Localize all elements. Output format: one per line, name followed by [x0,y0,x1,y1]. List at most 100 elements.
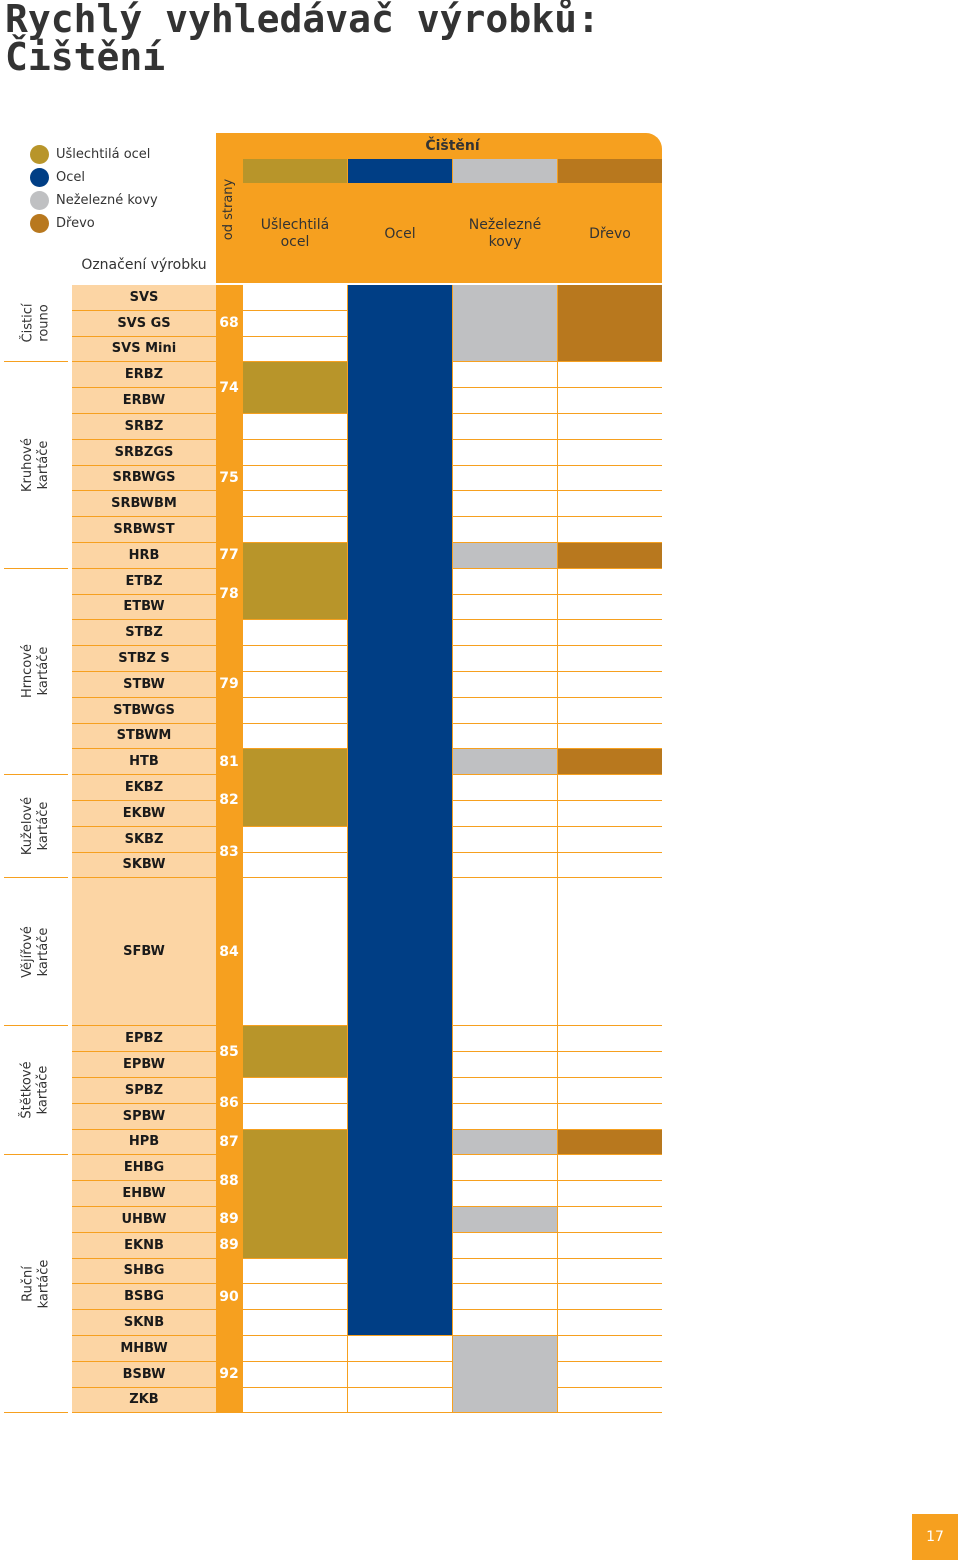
product-name: ERBW [72,388,216,413]
suitability-block [243,543,347,620]
group-label: Hrncové kartáče [4,569,68,776]
suitability-cell-empty [243,1310,347,1335]
material-swatch [453,159,557,183]
product-name: STBW [72,672,216,697]
product-name: BSBG [72,1284,216,1310]
suitability-cell-empty [243,285,347,310]
suitability-cell-empty [558,1155,662,1181]
suitability-cell-filled [453,1207,557,1232]
suitability-cell-empty [348,1387,452,1413]
product-name: BSBW [72,1361,216,1387]
product-name: SPBW [72,1103,216,1129]
product-name: EKBW [72,801,216,826]
suitability-cell-empty [558,414,662,439]
product-name: HTB [72,749,216,775]
suitability-block [453,1336,557,1413]
suitability-cell-empty [558,362,662,388]
legend-item: Dřevo [30,212,95,234]
product-name: UHBW [72,1207,216,1232]
suitability-cell-empty [558,568,662,594]
suitability-cell-empty [243,491,347,517]
material-column-header: Neželezné kovy [468,217,542,250]
suitability-cell-empty [558,1078,662,1103]
product-name: SVS GS [72,310,216,336]
legend-swatch-icon [30,144,49,164]
group-label-text: Štětkové kartáče [20,1061,51,1119]
suitability-cell-empty [243,672,347,697]
legend-item: Neželezné kovy [30,189,158,211]
suitability-cell-empty [243,878,347,1026]
product-name: SKBW [72,852,216,878]
group-label: Štětkové kartáče [4,1026,68,1156]
legend-swatch-icon [30,167,49,187]
legend-label: Ušlechtilá ocel [56,146,151,162]
suitability-cell-empty [453,1284,557,1310]
suitability-cell-empty [453,852,557,878]
material-column-header: Ocel [384,225,416,242]
suitability-cell-empty [558,1310,662,1335]
product-name: ZKB [72,1387,216,1413]
group-label-text: Vějířové kartáče [20,925,51,978]
product-name: SRBZ [72,414,216,439]
page-reference: 88 [219,1172,239,1189]
page-reference: 75 [219,470,239,486]
suitability-cell-empty [453,1310,557,1335]
suitability-cell-empty [453,1078,557,1103]
product-name: STBZ [72,620,216,646]
suitability-cell-empty [243,414,347,439]
suitability-cell-empty [243,723,347,749]
suitability-cell-empty [453,878,557,1026]
page-title: Rychlý vyhledávač výrobků: Čištění [5,0,600,76]
suitability-cell-empty [558,826,662,852]
suitability-cell-empty [243,517,347,542]
page-reference: 85 [219,1043,239,1060]
page-reference: 81 [219,753,239,770]
product-name: SFBW [72,878,216,1026]
suitability-cell-empty [558,852,662,878]
suitability-cell-empty [558,620,662,646]
section-header-cisteni: Čištění [425,138,480,154]
material-swatch [243,159,347,183]
suitability-cell-empty [453,1103,557,1129]
suitability-block [243,1026,347,1077]
product-name: SRBWBM [72,491,216,517]
suitability-cell-empty [453,362,557,388]
suitability-cell-empty [453,517,557,542]
product-name: ETBZ [72,568,216,594]
material-swatch [348,159,452,183]
suitability-cell-empty [558,1284,662,1310]
page-reference: 89 [219,1237,239,1254]
page-reference: 86 [219,1095,239,1112]
suitability-block [243,1129,347,1258]
suitability-cell-empty [558,801,662,826]
suitability-cell-empty [558,697,662,723]
suitability-cell-empty [243,1284,347,1310]
page-reference: 92 [219,1366,239,1383]
suitability-cell-empty [243,1387,347,1413]
legend-label: Neželezné kovy [56,192,158,208]
legend-item: Ocel [30,166,85,188]
suitability-cell-empty [243,1361,347,1387]
suitability-cell-empty [558,1232,662,1258]
suitability-cell-empty [453,697,557,723]
material-column-header: Ušlechtilá ocel [260,217,330,250]
product-name: SKNB [72,1310,216,1335]
suitability-cell-empty [243,1078,347,1103]
product-name: SRBZGS [72,439,216,465]
product-designation-header: Označení výrobku [81,257,207,273]
suitability-cell-empty [243,697,347,723]
page-reference: 87 [219,1133,239,1150]
product-name: MHBW [72,1336,216,1361]
suitability-cell-empty [453,568,557,594]
suitability-cell-empty [243,646,347,671]
suitability-cell-empty [453,1155,557,1181]
suitability-cell-empty [558,1181,662,1206]
suitability-cell-empty [453,439,557,465]
page-reference: 82 [219,792,239,809]
suitability-block [348,285,452,1335]
suitability-cell-empty [558,1336,662,1361]
suitability-cell-empty [243,826,347,852]
material-column-header: Dřevo [589,225,631,242]
product-name: ETBW [72,594,216,620]
suitability-cell-empty [558,1207,662,1232]
